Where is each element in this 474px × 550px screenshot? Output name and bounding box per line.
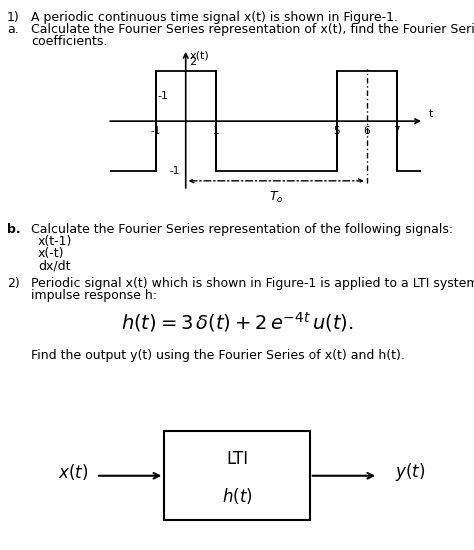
Text: x(t-1): x(t-1) — [38, 235, 73, 248]
Text: 2): 2) — [7, 277, 20, 290]
Text: $\mathbf{\mathit{x(t)}}$: $\mathbf{\mathit{x(t)}}$ — [58, 463, 88, 482]
Text: $\mathbf{\mathit{h(t) = 3\,\delta(t) + 2\,e^{-4t}\,u(t).}}$: $\mathbf{\mathit{h(t) = 3\,\delta(t) + 2… — [121, 310, 353, 333]
Text: $T_o$: $T_o$ — [269, 190, 283, 205]
Text: 1): 1) — [7, 11, 20, 24]
Text: $\mathbf{\mathit{h(t)}}$: $\mathbf{\mathit{h(t)}}$ — [222, 486, 252, 507]
Text: $\mathbf{\mathit{y(t)}}$: $\mathbf{\mathit{y(t)}}$ — [395, 461, 425, 483]
Text: b.: b. — [7, 223, 21, 236]
Text: LTI: LTI — [226, 449, 248, 468]
Text: Periodic signal x(t) which is shown in Figure-1 is applied to a LTI system with: Periodic signal x(t) which is shown in F… — [31, 277, 474, 290]
Text: -1: -1 — [150, 126, 161, 136]
Text: Find the output y(t) using the Fourier Series of x(t) and h(t).: Find the output y(t) using the Fourier S… — [31, 349, 405, 362]
Text: 5: 5 — [333, 126, 340, 136]
Text: dx/dt: dx/dt — [38, 259, 71, 272]
Text: x(-t): x(-t) — [38, 247, 64, 260]
Text: 2: 2 — [189, 57, 196, 68]
Text: -1: -1 — [170, 166, 180, 176]
Bar — [164, 431, 310, 520]
Text: Calculate the Fourier Series representation of x(t), find the Fourier Series: Calculate the Fourier Series representat… — [31, 23, 474, 36]
Text: Calculate the Fourier Series representation of the following signals:: Calculate the Fourier Series representat… — [31, 223, 453, 236]
Text: 1: 1 — [212, 126, 219, 136]
Text: -1: -1 — [157, 91, 169, 101]
Text: 6: 6 — [364, 126, 370, 136]
Text: a.: a. — [7, 23, 19, 36]
Text: A periodic continuous time signal x(t) is shown in Figure-1.: A periodic continuous time signal x(t) i… — [31, 11, 398, 24]
Text: x(t): x(t) — [189, 51, 209, 60]
Text: t: t — [428, 109, 433, 119]
Text: impulse response h:: impulse response h: — [31, 289, 157, 302]
Text: coefficients.: coefficients. — [31, 35, 107, 48]
Text: 7: 7 — [393, 126, 400, 136]
